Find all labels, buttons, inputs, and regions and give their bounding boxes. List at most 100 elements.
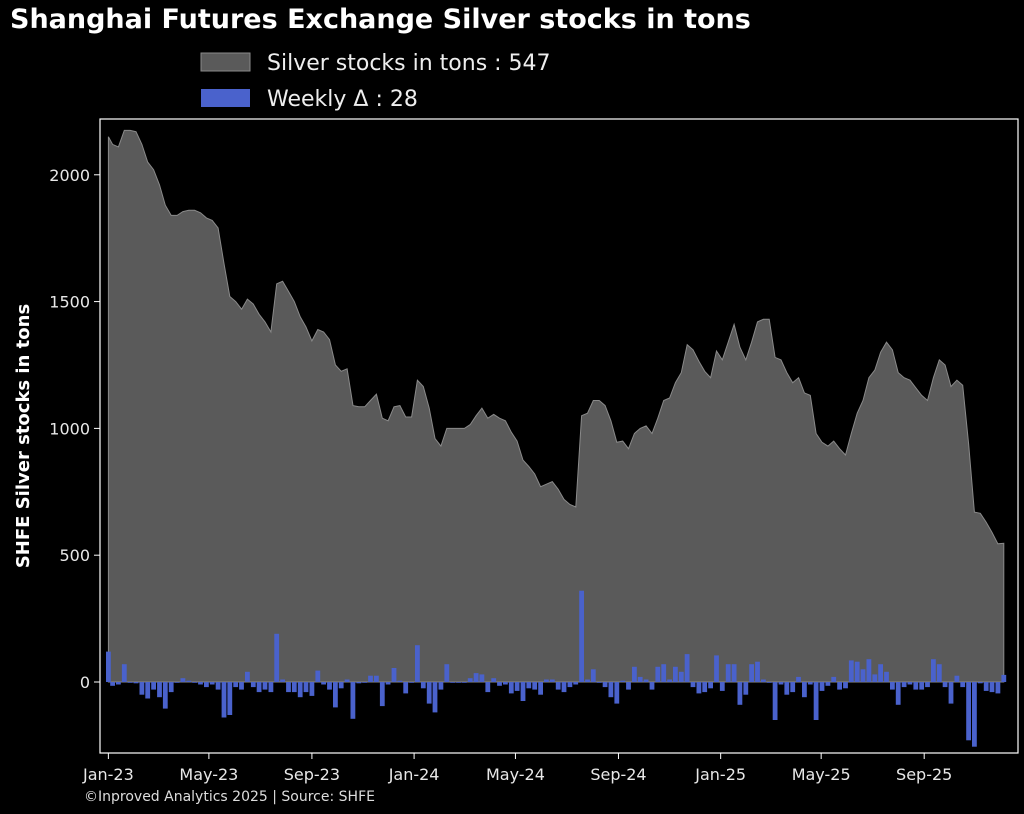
delta-bar xyxy=(356,682,362,684)
delta-bar xyxy=(596,682,602,683)
delta-bar xyxy=(684,654,690,682)
delta-bar xyxy=(696,682,702,694)
delta-bar xyxy=(374,675,379,682)
delta-bar xyxy=(461,682,467,683)
delta-bar xyxy=(848,660,854,682)
delta-bar xyxy=(561,682,567,693)
delta-bar xyxy=(397,680,403,682)
delta-bar xyxy=(755,661,760,682)
delta-bar xyxy=(145,682,151,699)
x-tick-label: Sep-24 xyxy=(590,765,646,784)
delta-bar xyxy=(368,675,373,682)
delta-bar xyxy=(907,682,913,685)
delta-bar xyxy=(884,671,889,682)
delta-bar xyxy=(737,682,743,705)
delta-bar xyxy=(467,678,473,682)
delta-bar xyxy=(508,682,514,694)
delta-bar xyxy=(456,682,461,683)
delta-bar xyxy=(526,682,532,689)
delta-bar xyxy=(549,679,555,682)
delta-bar xyxy=(409,682,414,683)
delta-bar xyxy=(661,664,667,682)
delta-bar xyxy=(702,682,708,693)
delta-bar xyxy=(989,682,995,693)
delta-bar xyxy=(121,664,127,682)
delta-bar xyxy=(925,682,930,688)
delta-bar xyxy=(667,679,672,682)
delta-bar xyxy=(954,675,960,682)
delta-bar xyxy=(866,659,872,682)
delta-bar xyxy=(632,666,637,682)
delta-bar xyxy=(286,682,291,693)
delta-bar xyxy=(761,679,766,682)
delta-bar xyxy=(221,682,227,718)
delta-bar xyxy=(620,680,626,682)
delta-bar xyxy=(567,682,573,688)
x-tick-label: Sep-25 xyxy=(896,765,952,784)
delta-bar xyxy=(444,664,450,682)
delta-bar xyxy=(532,682,538,690)
delta-bar xyxy=(291,682,297,693)
delta-bar xyxy=(819,682,825,691)
delta-bar xyxy=(825,682,831,686)
delta-bar xyxy=(106,651,111,682)
delta-bar xyxy=(977,682,983,684)
delta-bar xyxy=(438,682,444,690)
delta-bar xyxy=(514,682,520,691)
delta-bar xyxy=(813,682,819,720)
delta-bar xyxy=(315,670,321,682)
delta-bar xyxy=(913,682,919,690)
legend-label-delta: Weekly Δ : 28 xyxy=(267,87,418,112)
delta-bar xyxy=(890,682,895,690)
delta-bar xyxy=(966,682,971,741)
delta-bar xyxy=(802,682,807,698)
delta-bar xyxy=(250,682,256,688)
delta-bar xyxy=(544,679,549,682)
chart-footer: ©Inproved Analytics 2025 | Source: SHFE xyxy=(84,789,375,805)
delta-bar xyxy=(133,682,139,684)
delta-bar xyxy=(1001,674,1007,682)
delta-bar xyxy=(192,682,197,683)
delta-bar xyxy=(784,682,790,695)
delta-bar xyxy=(942,682,948,688)
delta-bar xyxy=(936,664,942,682)
y-tick-label: 1500 xyxy=(49,293,90,312)
delta-bar xyxy=(590,669,596,682)
legend-swatch-stocks xyxy=(200,52,251,72)
delta-bar xyxy=(790,682,796,693)
delta-bar xyxy=(262,682,268,690)
delta-bar xyxy=(725,664,731,682)
delta-bar xyxy=(174,682,180,683)
delta-bar xyxy=(919,682,925,690)
delta-bar xyxy=(983,682,989,691)
delta-bar xyxy=(198,682,203,685)
delta-bar xyxy=(127,682,133,683)
delta-bar xyxy=(831,676,837,682)
delta-bar xyxy=(432,682,438,713)
delta-bar xyxy=(731,664,737,682)
y-axis-label: SHFE Silver stocks in tons xyxy=(13,304,34,568)
delta-bar xyxy=(626,682,631,690)
plot-frame xyxy=(99,118,1019,754)
delta-bar xyxy=(491,678,497,682)
stocks-area xyxy=(107,129,1005,683)
delta-bar xyxy=(403,682,409,694)
delta-bar xyxy=(649,682,655,690)
delta-bar xyxy=(350,682,356,719)
delta-bar xyxy=(151,682,156,690)
delta-bar xyxy=(450,682,455,683)
delta-bar xyxy=(614,682,620,704)
delta-bar xyxy=(297,682,303,698)
delta-bar xyxy=(168,682,174,693)
delta-bar xyxy=(585,679,590,682)
delta-bar xyxy=(479,674,485,682)
delta-bar xyxy=(573,682,579,685)
delta-bar xyxy=(960,682,966,688)
chart-title: Shanghai Futures Exchange Silver stocks … xyxy=(10,4,751,35)
delta-bar xyxy=(274,633,280,682)
delta-bar xyxy=(280,679,285,682)
delta-bar xyxy=(555,682,561,690)
delta-bar xyxy=(538,682,543,695)
delta-bar xyxy=(995,682,1001,694)
x-tick-label: Jan-25 xyxy=(694,765,746,784)
